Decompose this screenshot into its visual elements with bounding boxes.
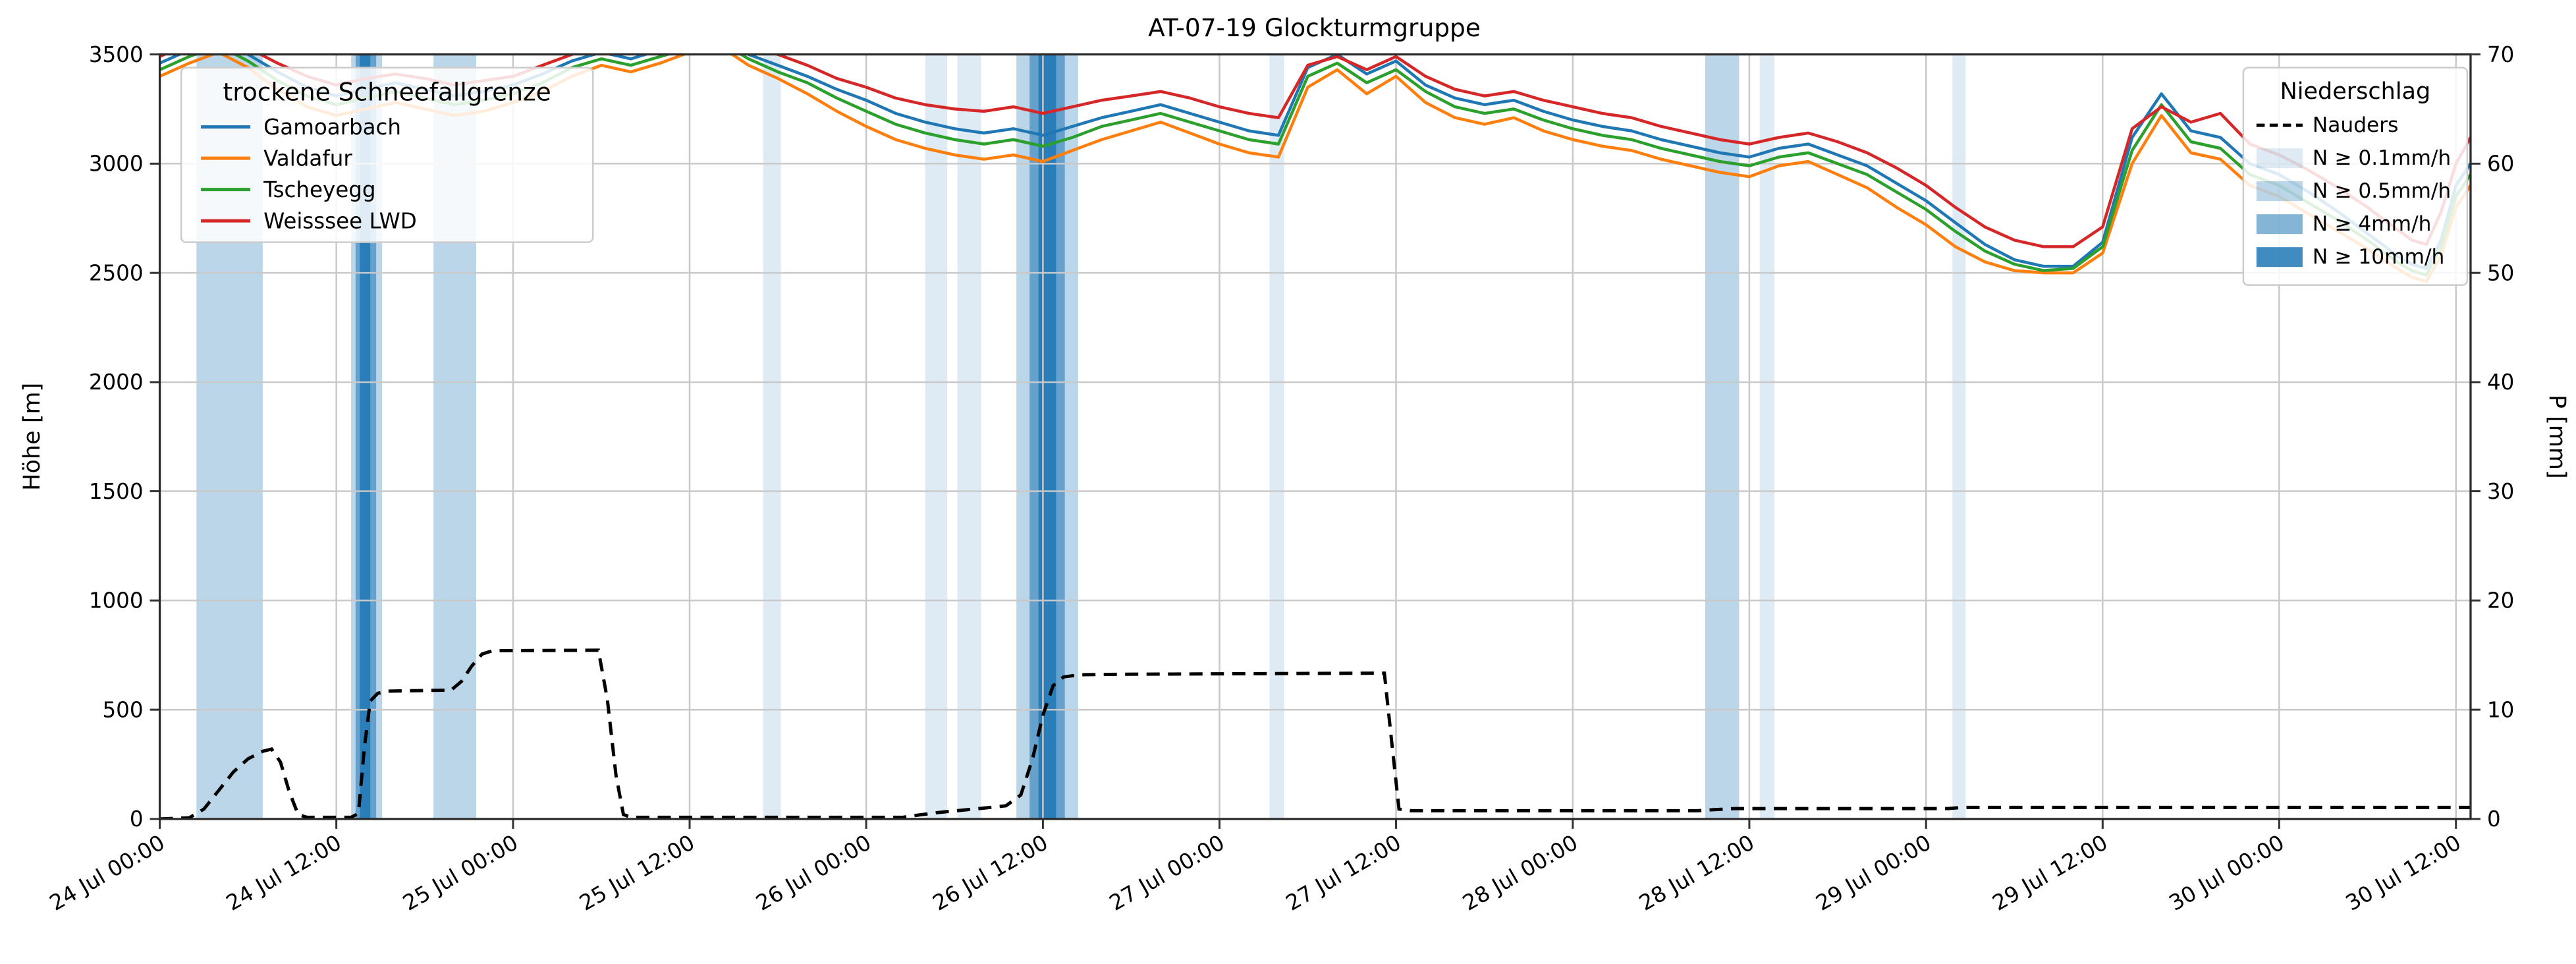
axis-ticks-layer: [150, 53, 2480, 829]
left-tick-label: 1000: [89, 588, 144, 613]
left-tick-label: 1500: [89, 479, 144, 504]
legend-label-weisssee: Weisssee LWD: [263, 208, 417, 233]
x-tick-label: 24 Jul 12:00: [222, 830, 346, 915]
right-tick-label: 10: [2487, 697, 2514, 722]
left-tick-label: 2500: [89, 260, 144, 285]
legend-snowline-box: [180, 67, 594, 243]
right-tick-label: 0: [2487, 807, 2501, 832]
right-tick-label: 50: [2487, 260, 2514, 285]
precip-4-swatch-icon: [2256, 214, 2303, 235]
legend-label-valdafur: Valdafur: [263, 146, 352, 171]
precip-05-swatch-icon: [2256, 181, 2303, 202]
plot-border: [158, 53, 2472, 820]
legend-label-n4: N ≥ 4mm/h: [2313, 212, 2432, 236]
left-tick-label: 3500: [89, 42, 144, 67]
precip-10-swatch-icon: [2256, 247, 2303, 268]
right-tick-label: 70: [2487, 42, 2514, 67]
x-tick-label: 28 Jul 12:00: [1635, 830, 1759, 915]
precip-sum-line-nauders: [159, 648, 2471, 819]
legend-precip: Niederschlag Nauders N ≥ 0.1mm/h N ≥ 0.5…: [2242, 67, 2469, 286]
legend-label-nauders: Nauders: [2313, 113, 2399, 137]
right-tick-label: 60: [2487, 152, 2514, 177]
right-tick-label: 40: [2487, 370, 2514, 395]
legend-snowline-title: trockene Schneefallgrenze: [223, 78, 551, 107]
x-tick-label: 24 Jul 00:00: [45, 830, 169, 915]
x-tick-label: 25 Jul 00:00: [398, 830, 522, 915]
x-tick-label: 29 Jul 12:00: [1988, 830, 2112, 915]
page-title: AT-07-19 Glockturmgruppe: [1148, 13, 1481, 42]
precip-01-swatch-icon: [2256, 148, 2303, 169]
x-tick-label: 27 Jul 00:00: [1105, 830, 1229, 915]
x-tick-label: 26 Jul 12:00: [929, 830, 1053, 915]
x-tick-label: 30 Jul 12:00: [2342, 830, 2465, 915]
left-tick-label: 0: [130, 807, 144, 832]
x-tick-label: 30 Jul 00:00: [2165, 830, 2289, 915]
left-tick-label: 2000: [89, 370, 144, 395]
legend-snowline: trockene Schneefallgrenze Gamoarbach Val…: [180, 67, 594, 243]
legend-label-n05: N ≥ 0.5mm/h: [2313, 179, 2451, 203]
legend-label-n10: N ≥ 10mm/h: [2313, 245, 2444, 269]
legend-label-n01: N ≥ 0.1mm/h: [2313, 146, 2451, 170]
x-tick-label: 29 Jul 00:00: [1811, 830, 1935, 915]
series-line-weisssee-lwd: [159, 54, 2471, 248]
legend-label-gamoarbach: Gamoarbach: [263, 115, 401, 140]
x-tick-label: 26 Jul 00:00: [752, 830, 875, 915]
right-tick-label: 20: [2487, 588, 2514, 613]
x-tick-label: 25 Jul 12:00: [575, 830, 699, 915]
left-tick-label: 3000: [89, 152, 144, 177]
x-tick-label: 27 Jul 12:00: [1282, 830, 1406, 915]
right-axis-title: P [mm]: [2544, 395, 2570, 479]
right-tick-label: 30: [2487, 479, 2514, 504]
legend-label-tscheyegg: Tscheyegg: [263, 177, 375, 202]
legend-precip-title: Niederschlag: [2280, 78, 2431, 105]
x-tick-label: 28 Jul 00:00: [1458, 830, 1582, 915]
left-axis-title: Höhe [m]: [19, 383, 45, 491]
left-tick-label: 500: [103, 697, 144, 722]
